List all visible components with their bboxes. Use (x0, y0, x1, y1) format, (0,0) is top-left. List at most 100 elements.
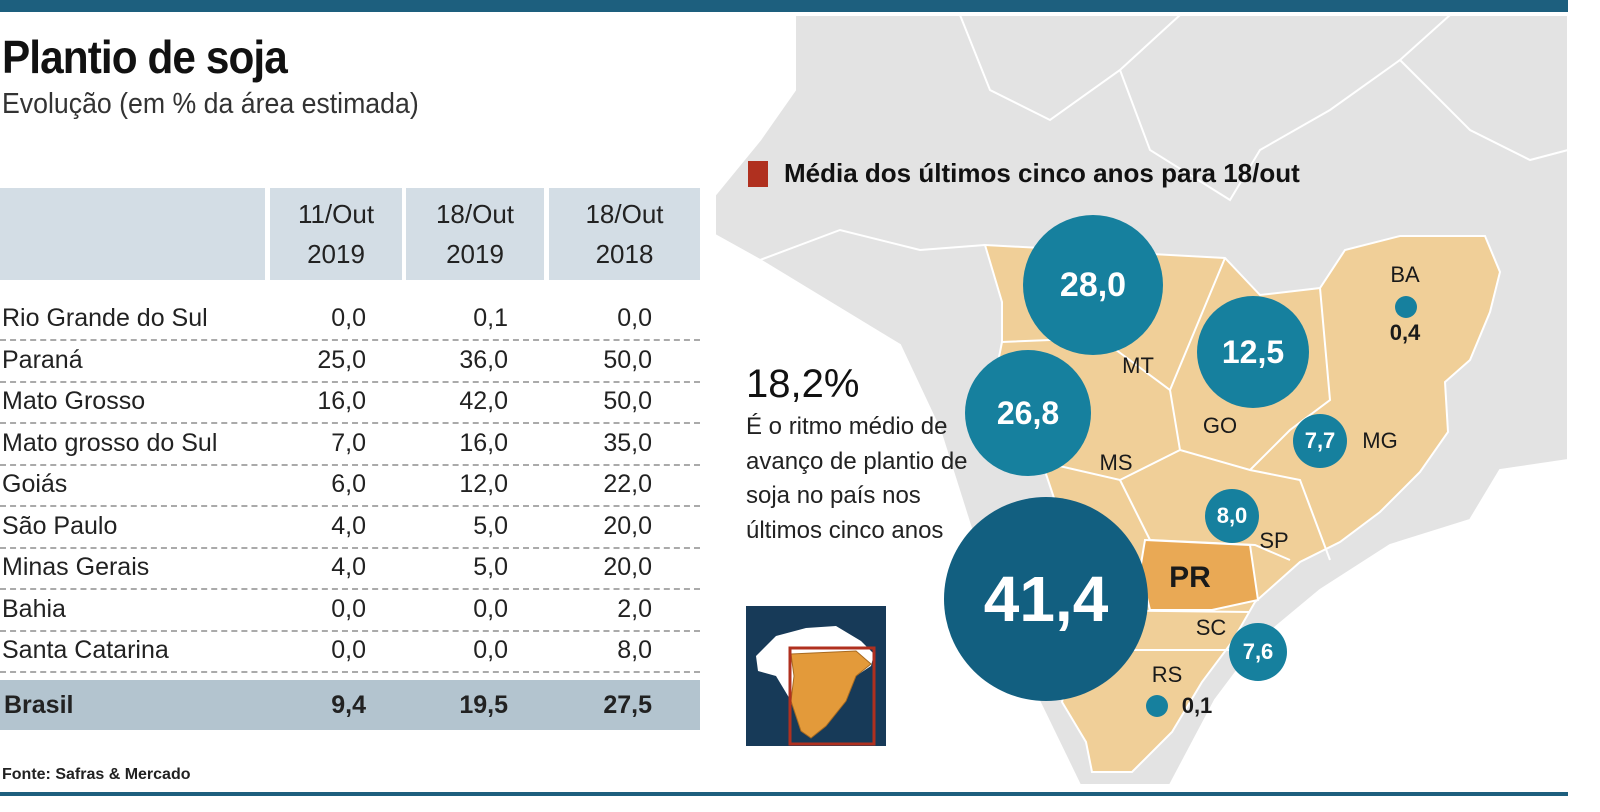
source-note: Fonte: Safras & Mercado (2, 766, 191, 783)
bubble-pr: 41,4 (944, 497, 1148, 701)
bubble-mg: 7,7 (1293, 414, 1347, 468)
table-cell: 22,0 (603, 470, 652, 498)
bubble-value: 26,8 (996, 394, 1060, 431)
bubble-value: 7,6 (1242, 639, 1274, 664)
table-cell: 12,0 (459, 470, 508, 498)
highlight-text: É o ritmo médio de avanço de plantio de … (746, 413, 968, 544)
table-cell: 5,0 (473, 511, 508, 540)
table-row: Santa Catarina 0,0 0,0 8,0 (0, 630, 700, 673)
col-header-line2: 2019 (307, 239, 365, 269)
table-cell: 25,0 (317, 345, 366, 374)
map-border (1399, 59, 1569, 162)
table-cell: 6,0 (331, 470, 366, 498)
table-cell: 4,0 (331, 511, 366, 540)
state-label: SC (1195, 615, 1227, 640)
total-cell: 27,5 (603, 691, 652, 719)
row-label: Paraná (2, 345, 83, 374)
map-border (959, 14, 1181, 122)
table-cell: 0,0 (331, 304, 366, 332)
table-header-col: 18/Out 2019 (406, 188, 544, 280)
table-cell: 16,0 (317, 387, 366, 415)
state-border (1249, 469, 1331, 561)
row-label: Bahia (2, 594, 66, 623)
table-cell: 36,0 (459, 345, 508, 374)
total-cell: 19,5 (459, 691, 508, 719)
locator-map (746, 606, 886, 746)
table-row: Mato grosso do Sul 7,0 16,0 35,0 (0, 423, 700, 466)
table-cell: 0,1 (473, 304, 508, 332)
state-label: RS (1151, 662, 1183, 687)
locator-frame (788, 646, 876, 746)
table-cell: 5,0 (473, 553, 508, 581)
bubble-value: 28,0 (1059, 265, 1127, 304)
table-row: Bahia 0,0 0,0 2,0 (0, 589, 700, 632)
bubble-ba (1395, 296, 1417, 318)
table-row: Mato Grosso 16,0 42,0 50,0 (0, 381, 700, 424)
table-cell: 35,0 (603, 428, 652, 457)
table-row: São Paulo 4,0 5,0 20,0 (0, 506, 700, 549)
bottom-rule (0, 792, 1568, 796)
state-border (1169, 287, 1332, 472)
table-cell: 50,0 (603, 387, 652, 415)
highlight-value: 18,2% (746, 362, 860, 406)
bubble-value: 8,0 (1216, 503, 1248, 528)
row-label: Santa Catarina (2, 636, 169, 664)
bubble-value: 7,7 (1304, 428, 1336, 453)
bubble-ms: 26,8 (965, 350, 1091, 476)
table-cell: 4,0 (331, 553, 366, 581)
row-label: Goiás (2, 470, 68, 498)
table-row: Minas Gerais 4,0 5,0 20,0 (0, 547, 700, 590)
table-cell: 0,0 (331, 636, 366, 664)
col-header-line1: 18/Out (585, 199, 664, 229)
table-row: Paraná 25,0 36,0 50,0 (0, 340, 700, 383)
state-value: 0,1 (1181, 693, 1213, 718)
table-header-col: 11/Out 2019 (270, 188, 402, 280)
table-cell: 7,0 (331, 428, 366, 457)
table-cell: 20,0 (603, 553, 652, 581)
table-cell: 0,0 (617, 304, 652, 332)
table-total-row: Brasil 9,4 19,5 27,5 (0, 680, 700, 730)
bubble-value: 41,4 (983, 563, 1109, 635)
table-row: Rio Grande do Sul 0,0 0,1 0,0 (0, 298, 700, 341)
legend-swatch (748, 160, 768, 187)
bubble-sp: 8,0 (1205, 489, 1259, 543)
bubble-sc: 7,6 (1229, 623, 1287, 681)
table-cell: 20,0 (603, 511, 652, 540)
table-row: Goiás 6,0 12,0 22,0 (0, 464, 700, 507)
table-cell: 16,0 (459, 428, 508, 457)
row-label: Mato Grosso (2, 387, 146, 415)
legend-label: Média dos últimos cinco anos para 18/out (784, 158, 1300, 188)
bubble-value: 12,5 (1221, 333, 1285, 370)
col-header-line2: 2018 (595, 239, 654, 269)
table-cell: 2,0 (617, 594, 652, 623)
table-cell: 0,0 (473, 594, 508, 623)
bubble-rs (1146, 695, 1168, 717)
bubble-go: 12,5 (1197, 296, 1309, 408)
row-label: Minas Gerais (2, 553, 150, 581)
col-header-line1: 18/Out (435, 199, 515, 229)
row-label: São Paulo (2, 511, 118, 540)
bubble-mt: 28,0 (1023, 215, 1163, 355)
col-header-line1: 11/Out (297, 199, 375, 229)
state-label: SP (1259, 528, 1289, 553)
state-label: MG (1362, 428, 1398, 453)
col-header-line2: 2019 (446, 239, 504, 269)
state-value: 0,4 (1389, 320, 1421, 345)
state-label: BA (1390, 262, 1420, 287)
page-subtitle: Evolução (em % da área estimada) (2, 88, 419, 120)
map-legend: Média dos últimos cinco anos para 18/out (748, 158, 1300, 189)
table-cell: 0,0 (473, 636, 508, 664)
row-label: Rio Grande do Sul (2, 304, 208, 332)
state-label: GO (1202, 413, 1238, 438)
table-cell: 8,0 (617, 636, 652, 664)
locator-region (790, 650, 872, 739)
table-header-blank (0, 188, 265, 280)
table-cell: 50,0 (603, 345, 652, 374)
total-label: Brasil (4, 691, 74, 719)
table-header-col: 18/Out 2018 (549, 188, 700, 280)
map-border (759, 228, 986, 261)
page-title: Plantio de soja (2, 31, 288, 83)
state-label: PR (1169, 561, 1211, 594)
table-cell: 0,0 (331, 594, 366, 623)
state-label: MS (1099, 450, 1133, 475)
